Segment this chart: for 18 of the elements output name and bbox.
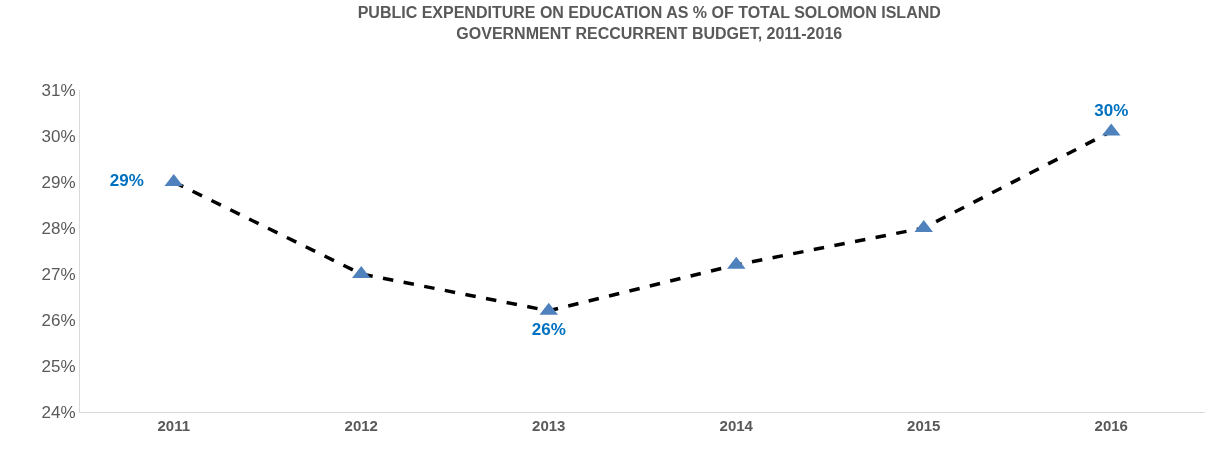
x-tick-label: 2012 — [344, 417, 378, 434]
x-tick-label: 2016 — [1094, 417, 1128, 434]
x-tick-label: 2014 — [719, 417, 754, 434]
data-label: 30% — [1094, 101, 1129, 121]
y-tick-label: 24% — [41, 402, 76, 422]
x-tick-label: 2013 — [532, 417, 566, 434]
y-tick-label: 28% — [41, 218, 76, 238]
x-tick-label: 2011 — [157, 417, 191, 434]
y-tick-label: 26% — [41, 310, 76, 330]
y-tick-label: 25% — [41, 356, 76, 376]
data-label: 26% — [531, 319, 566, 339]
y-tick-label: 27% — [41, 264, 76, 284]
data-label: 29% — [109, 171, 144, 191]
y-tick-label: 29% — [41, 172, 76, 192]
x-tick-label: 2015 — [907, 417, 941, 434]
chart-title: PUBLIC EXPENDITURE ON EDUCATION AS % OF TOTAL SOLOMON ISLAND GOVERNMENT RECCURRENT BUDGET, 2011-2016 — [357, 4, 941, 42]
y-tick-label: 30% — [41, 126, 76, 146]
y-tick-label: 31% — [41, 80, 76, 100]
